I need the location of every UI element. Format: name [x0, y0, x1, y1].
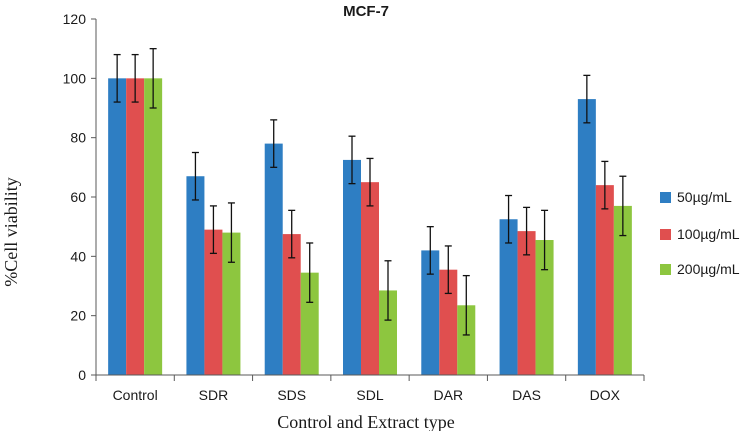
y-tick-label: 20 [70, 308, 86, 324]
error-bar [523, 206, 531, 256]
error-bar [131, 53, 139, 103]
bar [264, 143, 283, 375]
y-tick-label: 0 [78, 367, 86, 383]
x-axis-ticks: Control SDR SDS SDL DAR DAS DOX [95, 375, 645, 403]
error-bar [462, 274, 470, 336]
y-tick-label: 80 [70, 130, 86, 146]
error-bar [191, 151, 199, 201]
x-tick-label: SDR [199, 387, 229, 403]
y-axis-ticks: 0 20 40 60 80 100 120 [63, 11, 96, 383]
error-bar [384, 260, 392, 321]
legend-swatch [660, 192, 671, 203]
bar [499, 219, 518, 375]
error-bar [505, 194, 513, 244]
x-tick-label: DAR [434, 387, 464, 403]
x-tick-label: Control [113, 387, 158, 403]
error-bar [426, 226, 434, 275]
error-bar [306, 242, 314, 303]
error-bar [113, 53, 121, 103]
chart-title: MCF-7 [343, 3, 389, 20]
bar [517, 231, 536, 375]
x-axis-title: Control and Extract type [277, 412, 454, 431]
y-tick-label: 40 [70, 248, 86, 264]
bar [535, 240, 554, 375]
error-bar [601, 160, 609, 210]
bar [343, 159, 361, 375]
bars [108, 78, 632, 375]
bar [613, 205, 632, 375]
legend-label: 50µg/mL [677, 189, 732, 205]
x-tick-label: DOX [590, 387, 621, 403]
error-bar [366, 157, 374, 207]
error-bar [619, 175, 627, 237]
bar [421, 250, 440, 375]
bar [457, 305, 476, 375]
error-bars [113, 48, 627, 336]
bar [361, 182, 379, 375]
bar [300, 272, 319, 375]
error-bar [149, 48, 157, 109]
x-tick-label: SDS [277, 387, 306, 403]
error-bar [288, 209, 296, 259]
legend: 50µg/mL 100µg/mL 200µg/mL [660, 189, 740, 277]
bar [595, 185, 614, 375]
y-tick-label: 60 [70, 189, 86, 205]
bar [108, 78, 127, 375]
y-tick-label: 120 [63, 11, 87, 27]
bar [439, 269, 458, 375]
legend-label: 200µg/mL [677, 261, 740, 277]
error-bar [270, 119, 278, 168]
bar [144, 78, 163, 375]
bar [204, 229, 223, 375]
error-bar [209, 205, 217, 255]
legend-swatch [660, 229, 671, 240]
bar [577, 99, 596, 375]
legend-label: 100µg/mL [677, 226, 740, 242]
bar [379, 290, 397, 375]
x-tick-label: SDL [356, 387, 383, 403]
bar [126, 78, 145, 375]
bar [282, 234, 301, 375]
x-tick-label: DAS [512, 387, 541, 403]
bar [222, 232, 241, 375]
y-tick-label: 100 [63, 70, 87, 86]
error-bar [348, 135, 356, 185]
error-bar [541, 209, 549, 271]
y-axis-title: %Cell viability [1, 177, 21, 287]
error-bar [444, 245, 452, 295]
error-bar [227, 202, 235, 263]
legend-swatch [660, 264, 671, 275]
bar [186, 176, 205, 375]
error-bar [583, 74, 591, 124]
